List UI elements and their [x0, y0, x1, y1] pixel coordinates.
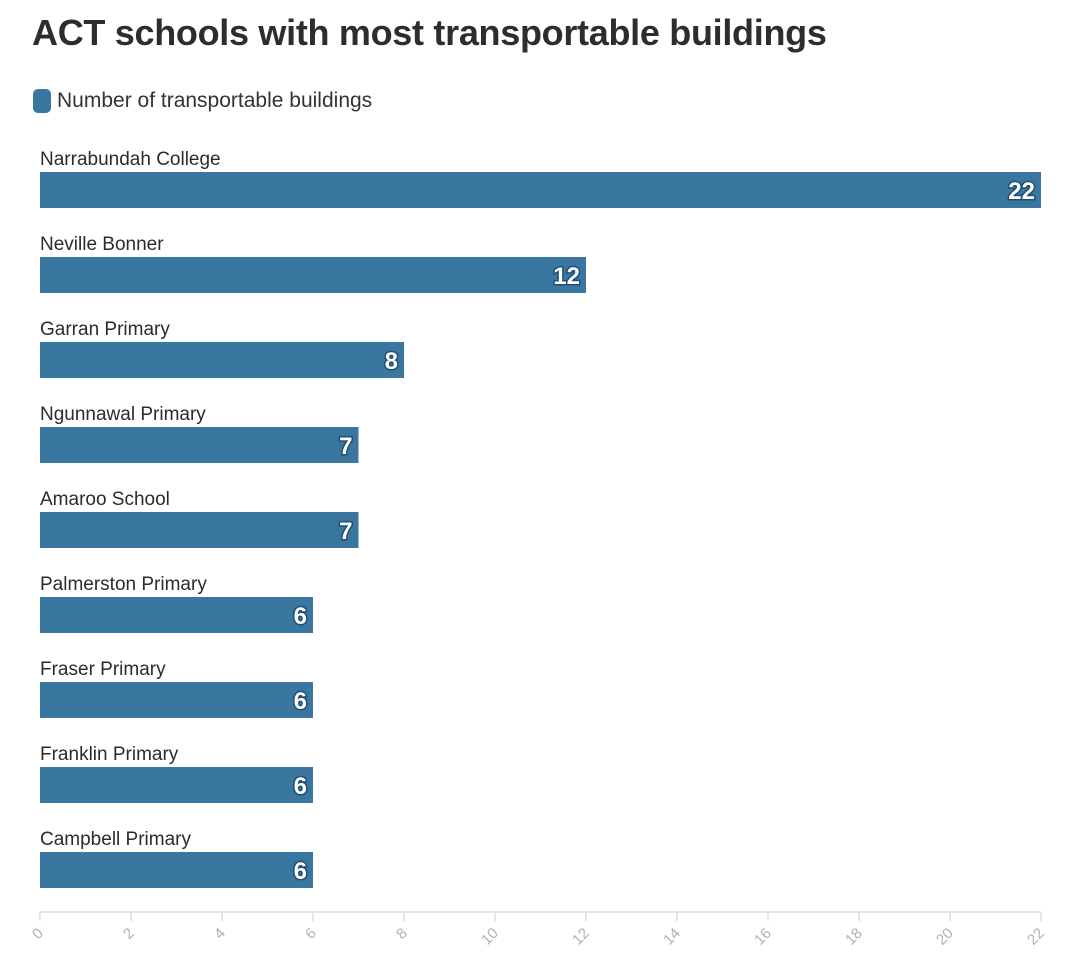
- category-label: Fraser Primary: [40, 659, 166, 680]
- x-tick-label: 12: [569, 925, 593, 949]
- value-label: 6: [294, 773, 307, 800]
- x-tick-label: 4: [211, 925, 229, 943]
- x-tick-label: 20: [933, 925, 957, 949]
- category-label: Ngunnawal Primary: [40, 404, 206, 425]
- legend: Number of transportable buildings: [33, 88, 372, 114]
- bar: [40, 342, 404, 378]
- x-tick-label: 2: [120, 925, 138, 943]
- chart-title: ACT schools with most transportable buil…: [32, 12, 827, 53]
- category-label: Amaroo School: [40, 489, 170, 510]
- legend-label: Number of transportable buildings: [57, 89, 373, 112]
- value-label: 7: [339, 433, 352, 460]
- bar: [40, 172, 1041, 208]
- bar: [40, 682, 313, 718]
- bar: [40, 512, 359, 548]
- x-tick-label: 10: [478, 925, 502, 949]
- bar: [40, 257, 586, 293]
- x-tick-label: 16: [751, 925, 775, 949]
- x-tick-label: 6: [302, 925, 320, 943]
- bar: [40, 767, 313, 803]
- legend-swatch: [33, 89, 51, 113]
- category-label: Palmerston Primary: [40, 574, 207, 595]
- bar: [40, 852, 313, 888]
- x-tick-label: 8: [393, 925, 411, 943]
- x-tick-label: 18: [842, 925, 866, 949]
- category-label: Garran Primary: [40, 319, 170, 340]
- value-label: 8: [385, 348, 398, 375]
- category-label: Neville Bonner: [40, 234, 164, 255]
- value-label: 7: [339, 518, 352, 545]
- value-label: 12: [553, 263, 580, 290]
- x-tick-label: 22: [1024, 925, 1048, 949]
- value-label: 22: [1008, 178, 1035, 205]
- x-tick-label: 0: [29, 925, 47, 943]
- category-label: Campbell Primary: [40, 829, 191, 850]
- value-label: 6: [294, 603, 307, 630]
- value-label: 6: [294, 858, 307, 885]
- bar: [40, 427, 359, 463]
- x-tick-label: 14: [660, 925, 684, 949]
- value-label: 6: [294, 688, 307, 715]
- category-label: Franklin Primary: [40, 744, 179, 765]
- bar: [40, 597, 313, 633]
- category-label: Narrabundah College: [40, 149, 221, 170]
